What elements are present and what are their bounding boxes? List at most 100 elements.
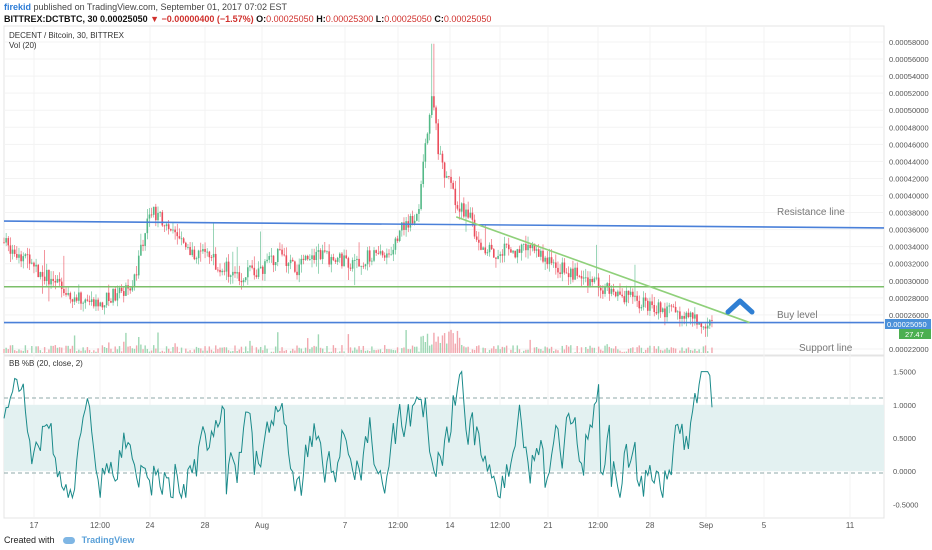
candle-body-92 — [199, 250, 202, 252]
volume-bar-218 — [469, 352, 471, 353]
volume-bar-69 — [150, 350, 153, 353]
symbol-label: BITTREX:DCTBTC, 30 — [4, 14, 98, 24]
candle-body-221 — [475, 236, 478, 240]
candle-body-64 — [140, 244, 142, 256]
candle-body-28 — [63, 288, 65, 294]
volume-bar-209 — [450, 329, 452, 353]
candle-body-290 — [623, 296, 626, 303]
candle-body-2 — [7, 238, 10, 246]
ohlc-key-2: L: — [373, 14, 385, 24]
indicator-axis[interactable]: 1.5000 1.0000 0.5000 0.0000 -0.5000 — [893, 368, 918, 510]
volume-bar-73 — [159, 351, 161, 353]
candle-body-328 — [704, 326, 707, 329]
volume-bar-131 — [283, 350, 285, 353]
candle-body-80 — [174, 229, 176, 233]
candle-body-299 — [642, 297, 645, 308]
candle-body-242 — [520, 244, 523, 253]
volume-bar-128 — [277, 332, 279, 353]
time-axis[interactable]: 17 12:00 24 28 Aug 7 12:00 14 12:00 21 12:00 28 Sep 5… — [30, 521, 855, 530]
author-link[interactable]: firekid — [4, 2, 32, 12]
volume-bar-273 — [587, 348, 589, 353]
candle-body-0 — [3, 242, 5, 244]
volume-bar-75 — [163, 351, 166, 353]
candle-body-108 — [234, 271, 236, 274]
candle-body-310 — [666, 306, 668, 318]
price-pane[interactable] — [3, 25, 885, 356]
candle-body-237 — [510, 249, 512, 253]
volume-tag-text: 27.47 — [905, 330, 924, 339]
annotation-buy-level[interactable]: Buy level — [777, 310, 818, 321]
volume-bar-109 — [236, 350, 238, 353]
volume-bar-329 — [706, 351, 709, 353]
candle-body-199 — [428, 114, 431, 134]
volume-bar-24 — [54, 345, 57, 353]
candle-body-166 — [358, 258, 360, 267]
trend-line-0[interactable] — [3, 220, 885, 229]
volume-legend[interactable]: Vol (20) — [9, 41, 37, 50]
candle-body-210 — [452, 182, 454, 189]
candle-body-51 — [112, 288, 114, 303]
volume-bar-252 — [542, 350, 544, 353]
time-tick-7: 14 — [446, 521, 455, 530]
annotation-support[interactable]: Support line — [799, 343, 853, 354]
annotation-resistance[interactable]: Resistance line — [777, 207, 845, 218]
volume-bar-123 — [266, 348, 268, 353]
tradingview-brand-link[interactable]: TradingView — [81, 535, 135, 545]
volume-bar-287 — [617, 349, 619, 353]
candle-body-61 — [133, 274, 136, 287]
volume-bar-276 — [593, 347, 596, 353]
candle-body-56 — [122, 291, 125, 296]
candle-body-145 — [313, 255, 315, 260]
volume-bar-259 — [557, 350, 559, 353]
candle-body-211 — [454, 188, 457, 206]
candle-body-73 — [159, 212, 161, 213]
candle-body-277 — [595, 277, 598, 279]
candle-body-74 — [161, 212, 164, 226]
volume-bar-213 — [458, 337, 461, 353]
volume-bar-325 — [698, 349, 700, 353]
time-tick-13: 5 — [762, 521, 767, 530]
volume-bar-94 — [204, 346, 206, 353]
volume-bar-177 — [381, 351, 384, 353]
candle-body-324 — [696, 314, 698, 325]
volume-bar-143 — [309, 349, 311, 353]
price-axis[interactable]: 0.00058000 0.00056000 0.00054000 0.00052000… — [889, 38, 929, 354]
candle-body-254 — [546, 257, 549, 265]
candle-body-142 — [306, 255, 309, 260]
down-arrow-icon: ▼ — [150, 14, 160, 24]
volume-bar-72 — [157, 332, 159, 353]
candle-body-331 — [711, 320, 713, 322]
volume-bar-157 — [339, 351, 341, 353]
volume-bar-230 — [495, 349, 497, 353]
volume-bar-93 — [202, 350, 204, 353]
trend-lines[interactable] — [3, 216, 885, 324]
candle-body-259 — [557, 267, 559, 273]
volume-bar-228 — [490, 348, 493, 353]
candlesticks — [3, 43, 713, 337]
price-legend-title[interactable]: DECENT / Bitcoin, 30, BITTREX — [9, 31, 125, 40]
trend-line-3[interactable] — [455, 216, 750, 324]
indicator-legend-title[interactable]: BB %B (20, close, 2) — [9, 359, 83, 368]
volume-bar-169 — [364, 350, 367, 353]
candle-body-171 — [368, 250, 371, 262]
ohlc-key-1: H: — [313, 14, 326, 24]
volume-bar-254 — [546, 347, 548, 353]
volume-bar-316 — [679, 350, 681, 353]
candle-body-196 — [422, 161, 425, 185]
volume-bar-290 — [623, 351, 625, 353]
volume-bar-137 — [296, 345, 298, 353]
volume-bar-0 — [3, 348, 5, 353]
candle-body-255 — [548, 257, 551, 265]
candle-body-165 — [356, 258, 358, 261]
candle-body-329 — [706, 325, 709, 329]
volume-bar-132 — [285, 350, 288, 353]
candle-body-103 — [223, 270, 226, 272]
volume-bar-20 — [46, 352, 48, 353]
volume-bar-29 — [65, 345, 67, 353]
candle-body-38 — [84, 299, 87, 303]
volume-bar-308 — [662, 350, 664, 353]
candle-body-8 — [20, 254, 22, 262]
candle-body-272 — [584, 277, 587, 279]
candle-body-263 — [565, 272, 568, 274]
